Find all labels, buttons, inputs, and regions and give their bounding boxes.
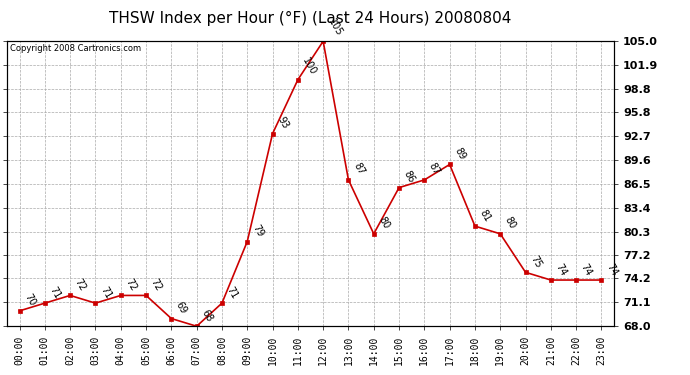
Text: 79: 79	[250, 223, 265, 239]
Text: 72: 72	[149, 277, 164, 292]
Text: 87: 87	[351, 161, 366, 177]
Text: 93: 93	[275, 115, 290, 131]
Text: 70: 70	[22, 292, 37, 308]
Text: 71: 71	[98, 285, 113, 300]
Text: 71: 71	[48, 285, 63, 300]
Text: 69: 69	[174, 300, 189, 316]
Text: 105: 105	[326, 18, 344, 39]
Text: 68: 68	[199, 308, 214, 324]
Text: 75: 75	[529, 254, 543, 270]
Text: Copyright 2008 Cartronics.com: Copyright 2008 Cartronics.com	[10, 44, 141, 53]
Text: 87: 87	[427, 161, 442, 177]
Text: 80: 80	[377, 215, 391, 231]
Text: 80: 80	[503, 215, 518, 231]
Text: 74: 74	[604, 261, 619, 277]
Text: 71: 71	[225, 285, 239, 300]
Text: 72: 72	[124, 277, 139, 292]
Text: 74: 74	[579, 261, 594, 277]
Text: THSW Index per Hour (°F) (Last 24 Hours) 20080804: THSW Index per Hour (°F) (Last 24 Hours)…	[109, 11, 512, 26]
Text: 86: 86	[402, 169, 417, 185]
Text: 72: 72	[73, 277, 88, 292]
Text: 74: 74	[553, 261, 569, 277]
Text: 89: 89	[453, 146, 467, 162]
Text: 81: 81	[477, 208, 493, 224]
Text: 100: 100	[301, 56, 319, 77]
